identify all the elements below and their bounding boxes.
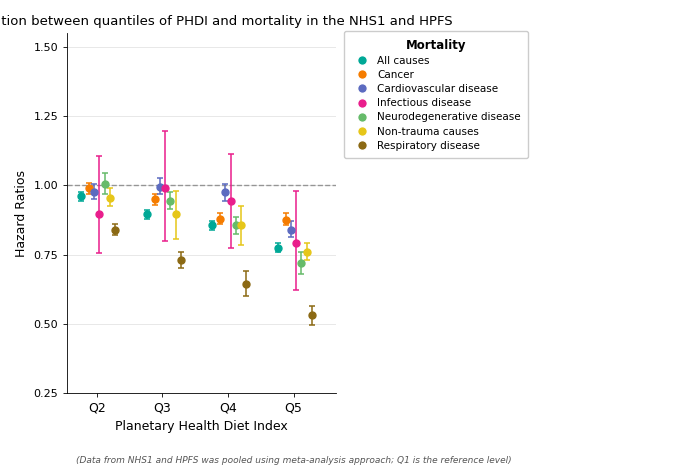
Title: Association between quantiles of PHDI and mortality in the NHS1 and HPFS: Association between quantiles of PHDI an… (0, 15, 452, 28)
X-axis label: Planetary Health Diet Index: Planetary Health Diet Index (116, 420, 288, 433)
Text: (Data from NHS1 and HPFS was pooled using meta-analysis approach; Q1 is the refe: (Data from NHS1 and HPFS was pooled usin… (76, 456, 512, 465)
Legend: All causes, Cancer, Cardiovascular disease, Infectious disease, Neurodegenerativ: All causes, Cancer, Cardiovascular disea… (344, 31, 528, 158)
Y-axis label: Hazard Ratios: Hazard Ratios (15, 170, 28, 256)
